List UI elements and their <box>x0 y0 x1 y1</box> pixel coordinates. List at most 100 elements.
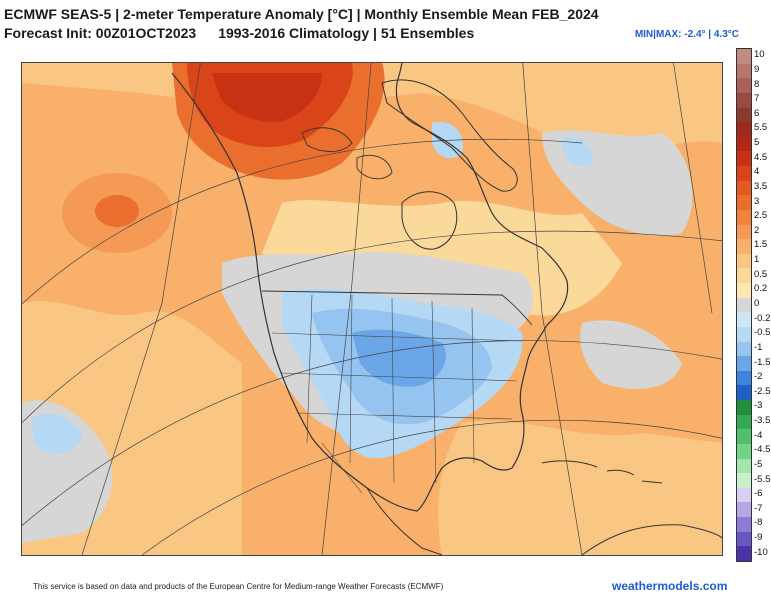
color-scale-label: 5 <box>754 137 760 149</box>
color-scale-swatch <box>737 312 751 328</box>
anomaly-area-cold-pacific <box>32 414 82 454</box>
state-line <box>349 294 353 464</box>
caribbean-coast <box>541 460 598 468</box>
color-scale-label: -10 <box>754 546 768 558</box>
color-scale-label: 8 <box>754 78 760 90</box>
graticule-line <box>141 419 722 555</box>
state-line <box>296 412 513 420</box>
color-scale-label: 1.5 <box>754 239 768 251</box>
color-scale-swatch <box>737 517 751 533</box>
color-scale-swatch <box>737 531 751 547</box>
color-scale-label: 9 <box>754 63 760 75</box>
color-scale-swatch <box>737 195 751 211</box>
anomaly-area-warm-max <box>212 73 322 122</box>
color-scale-swatch <box>737 239 751 255</box>
color-scale-swatch <box>737 209 751 226</box>
color-scale-swatch <box>737 370 751 386</box>
color-scale-label: 2.5 <box>754 210 768 222</box>
color-scale-label: -3 <box>754 400 763 412</box>
state-line <box>391 297 395 484</box>
state-line <box>306 294 313 444</box>
color-scale-label: -1.5 <box>754 356 771 368</box>
map-subtitle: Forecast Init: 00Z01OCT2023 1993-2016 Cli… <box>4 25 474 41</box>
color-scale-swatch <box>737 326 751 343</box>
anomaly-map <box>21 62 723 556</box>
anomaly-area-gulf <box>438 420 722 555</box>
color-scale-swatch <box>737 443 751 460</box>
color-scale-swatch <box>737 414 751 430</box>
color-scale-label: 2 <box>754 224 760 236</box>
color-scale-label: -3.5 <box>754 415 771 427</box>
anomaly-area-cold-atlantic <box>562 137 593 166</box>
anomaly-area-neutral-east <box>580 320 682 389</box>
color-scale-label: 4 <box>754 166 760 178</box>
coastline <box>301 127 353 152</box>
color-scale-swatch <box>737 341 751 357</box>
color-scale-swatch <box>737 63 751 79</box>
color-scale-swatch <box>737 136 751 152</box>
state-line <box>471 307 475 464</box>
map-title: ECMWF SEAS-5 | 2-meter Temperature Anoma… <box>4 6 599 22</box>
color-scale-label: -5.5 <box>754 473 771 485</box>
color-scale-swatch <box>737 356 751 372</box>
caribbean-coast <box>641 480 663 484</box>
color-scale-label: -2 <box>754 371 763 383</box>
greenland-coast <box>381 79 518 192</box>
color-scale-label: 0.5 <box>754 268 768 280</box>
us-canada-border <box>261 290 533 326</box>
graticule-line <box>522 63 583 555</box>
climatology-text: 1993-2016 Climatology | 51 Ensembles <box>218 25 475 41</box>
color-scale-swatch <box>737 224 751 240</box>
anomaly-map-canvas <box>22 63 722 555</box>
color-scale-swatch <box>737 283 751 299</box>
color-scale-label: -0.5 <box>754 327 771 339</box>
color-scale-label: -4.5 <box>754 444 771 456</box>
color-scale-label: -9 <box>754 532 763 544</box>
coastline <box>366 487 443 555</box>
state-line <box>281 372 518 382</box>
color-scale-swatch <box>737 502 751 518</box>
color-scale-label: -4 <box>754 429 763 441</box>
min-max-readout: MIN|MAX: -2.4° | 4.3°C <box>634 29 739 40</box>
color-scale-swatch <box>737 253 751 269</box>
color-scale-label: 0 <box>754 298 760 309</box>
color-scale-swatch <box>737 546 751 562</box>
color-scale-label: -1 <box>754 341 763 353</box>
state-line <box>431 300 437 484</box>
color-scale-swatch <box>737 400 751 416</box>
color-scale-swatch <box>737 122 751 138</box>
color-scale-swatch <box>737 458 751 474</box>
color-scale-swatch <box>737 268 751 284</box>
color-scale-swatch <box>737 49 751 65</box>
color-scale-swatch <box>737 151 751 167</box>
color-scale-label: 1 <box>754 254 760 266</box>
anomaly-area-cold-max <box>352 329 446 387</box>
color-scale-label: -5 <box>754 458 763 470</box>
site-link[interactable]: weathermodels.com <box>612 579 728 593</box>
color-scale-label: -8 <box>754 517 763 529</box>
graticule-line <box>22 340 722 526</box>
graticule-line <box>22 230 722 424</box>
color-scale-label: 5.5 <box>754 122 768 134</box>
color-scale-swatch <box>737 107 751 123</box>
graticule-line <box>321 63 372 555</box>
color-scale-label: 6 <box>754 107 760 119</box>
color-scale-label: -7 <box>754 502 763 514</box>
color-scale-swatch <box>737 487 751 503</box>
color-scale-label: 3 <box>754 195 760 207</box>
hudson-bay-coast <box>401 191 458 250</box>
color-scale-label: 0.2 <box>754 283 768 295</box>
color-scale-swatch <box>737 473 751 489</box>
graticule-line <box>673 63 713 314</box>
coastline <box>581 524 722 555</box>
coastline <box>171 63 569 512</box>
color-scale-swatch <box>737 297 751 313</box>
us-mexico-border <box>321 442 363 494</box>
state-line <box>271 332 523 342</box>
color-scale-label: -2.5 <box>754 385 771 397</box>
graticule-line <box>81 63 201 555</box>
color-scale-label: 10 <box>754 49 765 61</box>
color-scale-swatch <box>737 180 751 196</box>
color-scale-swatch <box>737 429 751 445</box>
anomaly-area-warm-pacific-core <box>95 195 139 227</box>
